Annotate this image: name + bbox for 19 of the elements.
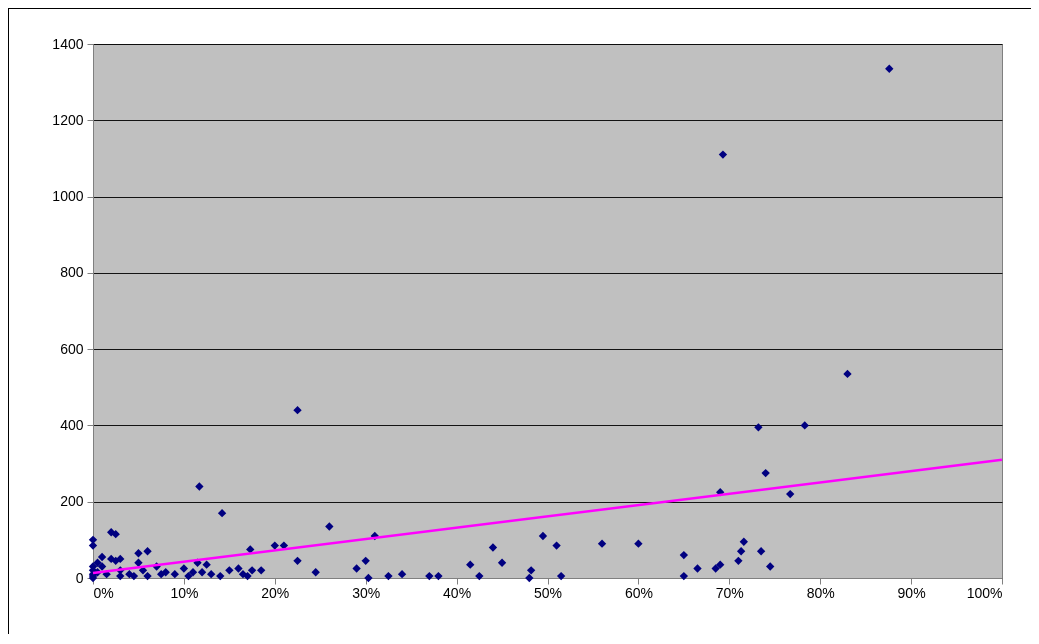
x-tick-label: 20%: [261, 584, 290, 601]
y-tick-label: 1400: [52, 35, 84, 52]
x-tick-label: 10%: [170, 584, 199, 601]
x-tick-label: 80%: [806, 584, 835, 601]
y-tick-label: 800: [60, 264, 84, 281]
y-tick-label: 400: [60, 416, 84, 433]
y-tick-label: 200: [60, 493, 84, 510]
x-tick-label: 60%: [624, 584, 653, 601]
x-tick-label: 70%: [715, 584, 744, 601]
x-tick-label: 50%: [533, 584, 563, 601]
y-tick-label: 1000: [52, 188, 84, 205]
x-tick-label: 90%: [897, 584, 926, 601]
y-tick-label: 0: [75, 569, 84, 586]
y-tick-label: 600: [60, 340, 84, 357]
x-tick-label: 100%: [966, 584, 1003, 601]
y-tick-label: 1200: [52, 111, 84, 128]
x-tick-label: 40%: [443, 584, 472, 601]
x-tick-label: 30%: [352, 584, 381, 601]
x-tick-label: 0%: [93, 584, 114, 601]
